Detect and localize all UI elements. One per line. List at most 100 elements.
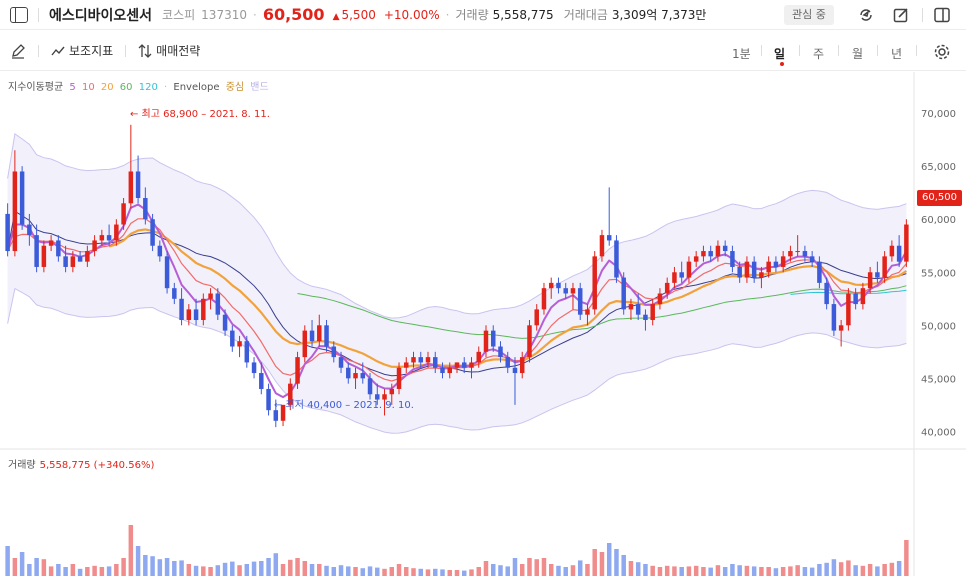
indicator-label: 보조지표 [69, 44, 114, 58]
candle-body [889, 245, 895, 257]
panel-icon[interactable] [934, 7, 950, 23]
envelope-band [7, 133, 907, 434]
candle-body [788, 251, 793, 257]
volume-bar [476, 567, 481, 576]
candle-body [867, 272, 873, 289]
volume-bar [222, 562, 228, 576]
volume-bar [831, 559, 837, 576]
indicator-button[interactable]: 보조지표 [51, 42, 113, 59]
volume-bar [77, 568, 83, 576]
candle-body [512, 367, 518, 374]
volume-bar [244, 564, 250, 576]
period-month[interactable]: 월 [852, 47, 864, 61]
volume-bar [817, 564, 822, 576]
volume-bar [621, 555, 626, 576]
candle-body [19, 171, 25, 225]
candle-body [128, 171, 134, 204]
amount-value: 3,309억 7,373만 [611, 8, 707, 22]
candle-body [150, 219, 155, 246]
legend-title: 지수이동평균 [8, 82, 64, 93]
volume-bar [875, 566, 880, 576]
volume-bar [367, 566, 373, 576]
candle-body [585, 309, 590, 315]
volume-bar [780, 567, 786, 576]
indicator-legend[interactable]: 지수이동평균 5 10 20 60 120 · Envelope 중심 밴드 [8, 78, 272, 93]
pencil-icon[interactable] [10, 43, 26, 59]
candle-body [447, 367, 452, 374]
volume-bar [215, 565, 221, 576]
candle-body [541, 288, 547, 310]
volume-bar [135, 546, 141, 576]
candle-body [230, 330, 235, 347]
period-year[interactable]: 년 [891, 47, 903, 61]
candle-body [34, 235, 39, 267]
candle-body [396, 367, 402, 389]
period-minute[interactable]: 1분 [732, 47, 751, 61]
candle-body [454, 362, 460, 368]
price-change: ▲ 5,500 [333, 8, 376, 22]
y-tick-label: 60,000 [921, 215, 956, 226]
settings-gear-icon[interactable] [933, 43, 951, 61]
candle-body [635, 304, 641, 315]
candle-body [440, 367, 445, 374]
divider [761, 45, 762, 56]
candle-body [114, 224, 119, 241]
candle-body [628, 304, 634, 310]
y-tick-label: 45,000 [921, 374, 956, 385]
candle-body [317, 325, 322, 342]
strategy-button[interactable]: 매매전략 [138, 42, 200, 59]
candle-body [186, 309, 192, 320]
volume-bar [201, 566, 206, 576]
y-tick-label: 70,000 [921, 109, 956, 120]
divider [916, 45, 917, 56]
candle-body [63, 256, 68, 267]
candle-body [548, 282, 554, 289]
legend-envelope: Envelope [173, 82, 220, 93]
candle-body [338, 357, 344, 368]
divider [125, 44, 127, 57]
watch-button[interactable]: 관심 중 [784, 5, 834, 25]
candle-body [614, 240, 619, 278]
candle-body [309, 330, 315, 342]
envelope-upper-line [7, 133, 907, 319]
candle-body [853, 293, 858, 305]
market-name: 코스피 [162, 8, 196, 22]
volume-bar [237, 565, 242, 576]
volume-bar [259, 561, 264, 576]
candle-body [831, 304, 837, 331]
volume-bar [99, 567, 105, 576]
candle-body [302, 330, 308, 358]
volume-bar [63, 567, 68, 576]
sidebar-toggle-icon[interactable] [10, 6, 28, 23]
volume-bar [295, 558, 300, 576]
volume-bar [251, 561, 257, 576]
period-week[interactable]: 주 [813, 47, 825, 61]
separator-dot: · [445, 7, 450, 22]
edit-icon[interactable] [893, 7, 909, 23]
candle-body [599, 235, 605, 257]
volume-bar [447, 570, 452, 576]
candle-body [722, 245, 728, 252]
candle-body [99, 235, 105, 241]
price-chart[interactable]: 70,000 65,000 60,000 55,000 50,000 45,000 40,0… [0, 72, 966, 576]
period-day[interactable]: 일 [774, 47, 786, 61]
candle-body [744, 261, 750, 278]
volume-bar [904, 540, 909, 576]
volume-bar [157, 559, 163, 576]
candle-body [875, 272, 880, 278]
volume-bar [164, 558, 170, 576]
volume-bar [280, 564, 286, 576]
candle-body [621, 277, 626, 310]
candle-body [280, 404, 286, 421]
compare-icon[interactable] [858, 7, 874, 23]
volume-bar [701, 567, 706, 576]
volume-bar [5, 546, 10, 576]
volume-bar [614, 549, 619, 576]
y-tick-label: 55,000 [921, 268, 956, 279]
candle-body [773, 261, 779, 267]
candle-body [469, 362, 474, 368]
volume-panel-value: 5,558,775 (+340.56%) [39, 460, 155, 471]
stock-name[interactable]: 에스디바이오센서 [49, 7, 153, 24]
volume-bar [48, 566, 54, 576]
volume-bar [773, 568, 779, 576]
